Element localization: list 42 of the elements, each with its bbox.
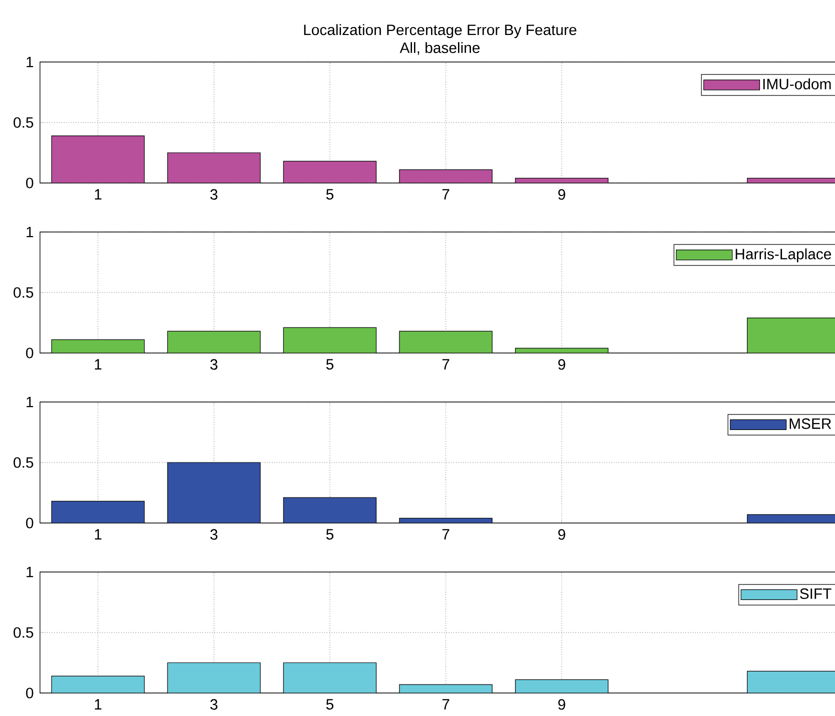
y-tick-label: 0 xyxy=(26,348,34,358)
x-tick-label: 9 xyxy=(558,529,566,540)
x-tick-label: 3 xyxy=(210,699,218,710)
x-tick-label: 7 xyxy=(442,359,450,370)
x-tick-label: 3 xyxy=(210,359,218,370)
x-tick-label: 5 xyxy=(326,189,334,200)
y-tick-label: 1 xyxy=(26,396,34,408)
y-tick-label: 0 xyxy=(26,688,34,698)
x-tick-label: 7 xyxy=(442,189,450,200)
bar xyxy=(515,680,608,693)
x-tick-label: 5 xyxy=(326,699,334,710)
legend-label: SIFT xyxy=(800,588,832,599)
x-tick-label: 9 xyxy=(558,699,566,710)
y-tick-label: 1 xyxy=(26,226,34,238)
x-tick-label: 5 xyxy=(326,529,334,540)
x-tick-label: 1 xyxy=(94,699,102,710)
bar xyxy=(52,676,144,693)
x-tick-label: 1 xyxy=(94,359,102,370)
x-tick-label: 1 xyxy=(94,189,102,200)
y-tick-label: 1 xyxy=(26,566,34,578)
x-tick-label: 9 xyxy=(558,359,566,370)
chart-subtitle: All, baseline xyxy=(400,42,480,55)
bar xyxy=(283,662,376,693)
y-tick-label: 0.5 xyxy=(14,117,34,128)
y-tick-label: 1 xyxy=(26,56,34,68)
y-tick-label: 0 xyxy=(26,178,34,188)
bar xyxy=(168,662,260,693)
x-tick-label: 5 xyxy=(326,359,334,370)
y-tick-label: 0.5 xyxy=(14,627,34,638)
y-tick-label: 0 xyxy=(26,518,34,528)
x-tick-label: 3 xyxy=(210,189,218,200)
x-tick-label: 7 xyxy=(442,699,450,710)
y-tick-label: 0.5 xyxy=(14,457,34,468)
legend-label: MSER xyxy=(790,418,832,429)
legend-label: IMU-odom xyxy=(763,78,831,90)
x-tick-label: 7 xyxy=(442,529,450,540)
x-tick-label: 3 xyxy=(210,529,218,540)
x-tick-label: 1 xyxy=(94,529,102,540)
y-tick-label: 0.5 xyxy=(14,287,34,298)
legend-label: Harris-Laplace xyxy=(736,248,832,262)
chart-title: Localization Percentage Error By Feature xyxy=(304,24,576,38)
x-tick-label: 9 xyxy=(558,189,566,200)
